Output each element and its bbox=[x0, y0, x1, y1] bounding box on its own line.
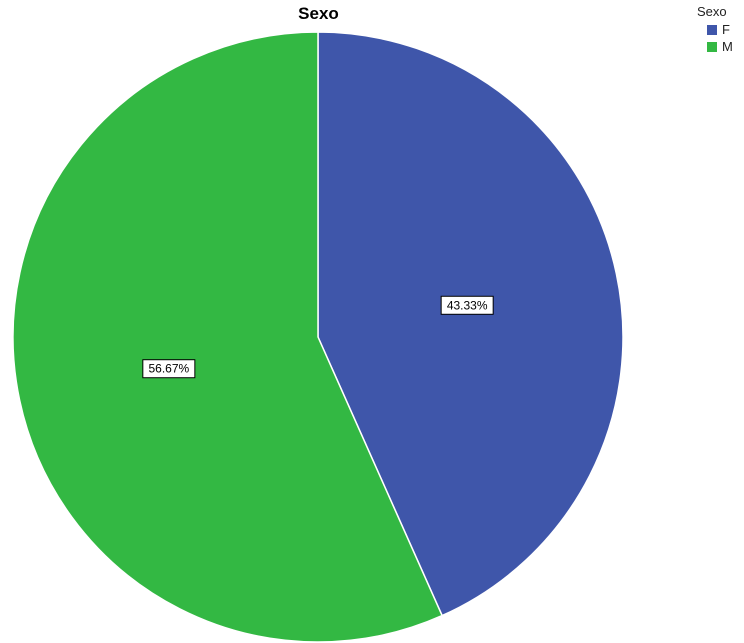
data-label-m: 56.67% bbox=[142, 359, 196, 379]
data-label-box-f bbox=[440, 295, 494, 315]
pie-slice-m bbox=[12, 31, 444, 643]
legend-swatch-m bbox=[707, 41, 717, 52]
data-label-box-m bbox=[142, 359, 196, 379]
chart-title: Sexo bbox=[298, 4, 339, 23]
data-label-text-f: 43.33% bbox=[447, 298, 488, 312]
pie-slice-f bbox=[317, 31, 624, 617]
legend-swatch-f bbox=[707, 24, 717, 35]
data-label-f: 43.33% bbox=[440, 295, 494, 315]
legend-item-f: F bbox=[697, 21, 733, 38]
legend-label-m: M bbox=[722, 39, 733, 54]
legend-title: Sexo bbox=[697, 4, 727, 19]
data-label-text-m: 56.67% bbox=[148, 362, 189, 376]
legend-item-m: M bbox=[697, 38, 733, 55]
legend: Sexo F M bbox=[697, 4, 733, 55]
legend-label-f: F bbox=[722, 22, 730, 37]
